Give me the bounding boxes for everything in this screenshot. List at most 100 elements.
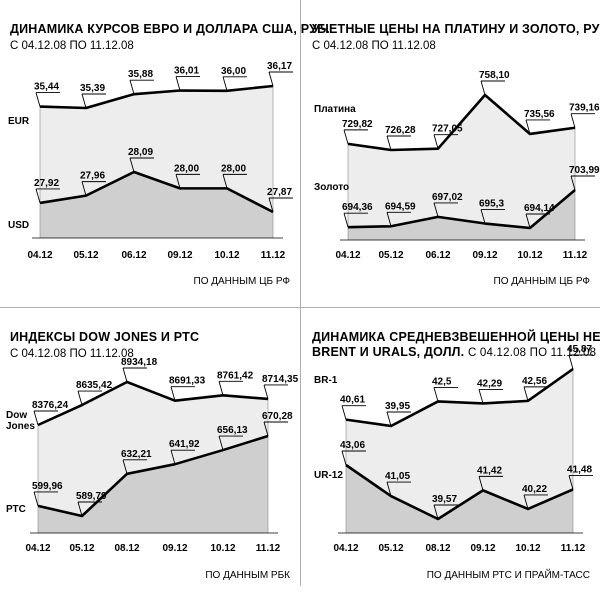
data-label: 735,56 [524,109,555,120]
series-line-3-bottom [37,434,269,518]
chart-title: ДИНАМИКА СРЕДНЕВЗВЕШЕННОЙ ЦЕНЫ НЕФТИ [312,330,600,344]
label-leader [81,93,106,109]
data-label: 695,3 [479,199,504,210]
data-label: 28,00 [221,163,246,174]
label-leader [568,474,593,490]
data-label-flag: 641,92 [169,439,200,465]
label-leader [433,134,458,149]
chart-title: ИНДЕКСЫ DOW JONES И РТС [10,330,200,344]
label-leader [568,354,593,370]
chart-plot: 04.12 05.12 08.12 09.12 10.12 11.12 BR-1 UR-12 4… [314,344,593,554]
x-tick-label: 10.12 [515,543,540,554]
label-leader [170,449,195,465]
label-leader [218,380,243,396]
vertical-divider [300,0,301,586]
band-area [348,95,575,228]
chart-source: ПО ДАННЫМ РБК [205,570,290,581]
chart-subtitle: С 04.12.08 ПО 11.12.08 [10,348,134,360]
chart-plot: 04.12 05.12 08.12 09.12 10.12 11.12 Dow Jones РТ… [6,357,299,554]
label-leader [268,197,293,213]
data-label: 729,82 [342,119,373,130]
data-label: 8934,18 [121,357,158,368]
label-leader [33,410,58,426]
data-label-flag: 670,28 [262,411,293,437]
data-label: 703,99 [569,165,600,176]
data-label-flag: 42,56 [522,376,548,401]
series-name: USD [8,220,29,231]
chart-subtitle: С 04.12.08 ПО 11.12.08 [10,40,134,52]
label-leader [129,79,154,95]
label-leader [218,435,243,451]
band-area [38,382,268,516]
data-label-flag: 27,96 [80,171,106,196]
data-label-flag: 8691,33 [169,376,206,401]
data-label: 8761,42 [217,370,254,381]
label-leader [222,173,247,189]
data-label: 28,00 [174,163,199,174]
data-label-flag: 41,42 [477,465,503,491]
data-label-flag: 589,79 [76,491,107,517]
label-leader [525,119,550,135]
label-leader [175,173,200,189]
x-tick-label: 06.12 [121,250,146,261]
label-leader [343,129,368,145]
data-label: 8376,24 [32,400,69,411]
label-leader [478,389,503,404]
data-label-flag: 35,39 [80,83,106,109]
label-leader [433,386,458,402]
data-label: 27,87 [267,187,292,198]
data-label-flag: 36,00 [221,66,247,91]
label-leader [523,386,548,401]
data-label: 632,21 [121,449,152,460]
data-label-flag: 27,87 [267,187,293,213]
label-leader [35,92,60,107]
series-name: РТС [6,504,26,515]
data-label-flag: 39,95 [385,401,411,427]
x-tick-label: 08.12 [114,543,139,554]
data-label: 726,28 [385,125,416,136]
label-leader [343,212,368,228]
data-label: 27,96 [80,171,105,182]
label-leader [386,411,411,427]
label-leader [341,450,366,466]
x-tick-label: 09.12 [470,543,495,554]
label-leader [222,76,247,91]
data-label-flag: 35,44 [34,82,60,107]
label-leader [433,202,458,218]
x-tick-label: 08.12 [425,543,450,554]
series-line-4-top [345,367,574,428]
series-name: Золото [314,182,349,193]
data-label-flag: 729,82 [342,119,373,145]
data-label: 694,36 [342,202,373,213]
data-label: 27,92 [34,178,59,189]
label-leader [570,113,595,128]
data-label: 36,17 [267,61,292,72]
label-leader [570,175,595,191]
series-name: EUR [8,116,30,127]
data-label: 8691,33 [169,376,206,387]
data-label: 35,39 [80,83,105,94]
data-label-flag: 599,96 [32,481,63,507]
band-area [40,86,273,212]
label-leader [480,80,505,96]
data-label-flag: 36,01 [174,66,200,91]
data-label-flag: 40,61 [340,395,366,420]
data-label: 43,06 [340,440,365,451]
data-label-flag: 41,48 [567,464,593,490]
data-label: 599,96 [32,481,63,492]
data-label: 39,95 [385,401,410,412]
data-label: 41,42 [477,465,502,476]
label-leader [268,71,293,87]
chart-source: ПО ДАННЫМ ЦБ РФ [193,276,291,287]
series-line-2-bottom [347,189,576,230]
label-leader [525,213,550,229]
x-tick-label: 05.12 [378,250,403,261]
data-label: 589,79 [76,491,107,502]
data-label: 758,10 [479,70,510,81]
data-label-flag: 35,88 [128,69,154,95]
chart-plot: 04.12 05.12 06.12 09.12 10.12 11.12 EUR USD 35,4… [8,61,293,261]
data-label-flag: 42,5 [432,376,458,402]
chart-panel-indexes: ИНДЕКСЫ DOW JONES И РТС С 04.12.08 ПО 11… [0,308,300,601]
data-label: 641,92 [169,439,200,450]
label-leader [77,390,102,406]
